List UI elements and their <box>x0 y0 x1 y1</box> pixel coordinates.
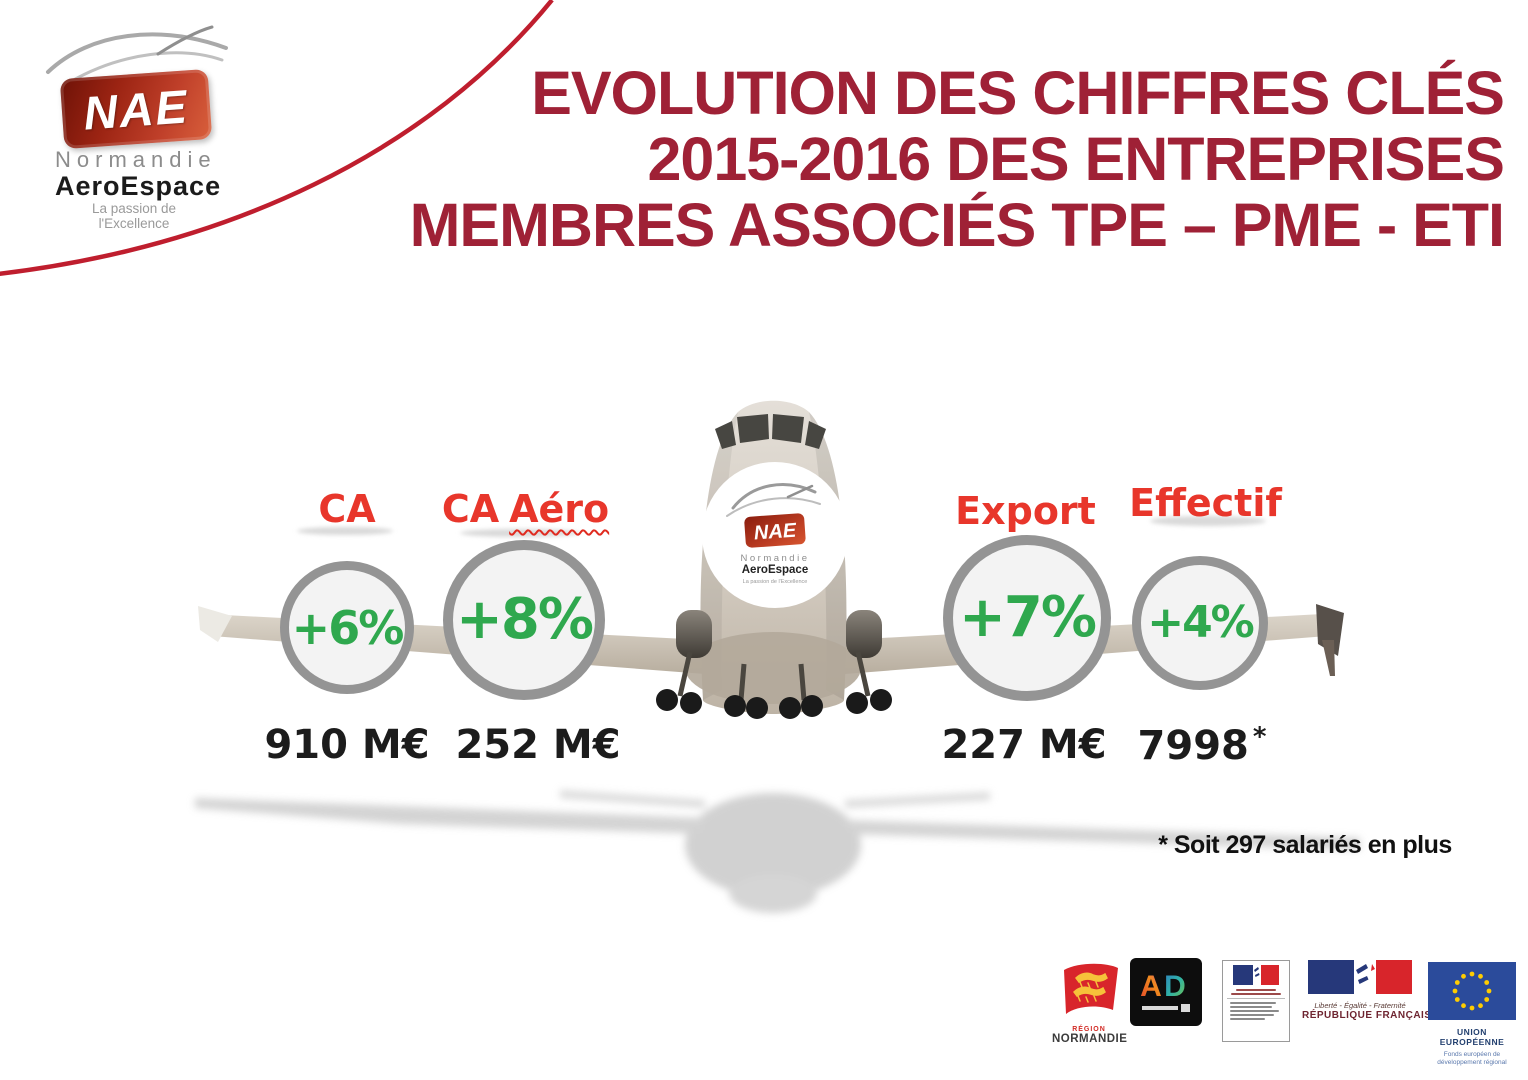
metric-growth-export: +7% <box>959 585 1097 650</box>
photo-edge-smudges <box>297 516 1266 537</box>
ue-name: UNION EUROPÉENNE <box>1439 1027 1505 1047</box>
glider-swoosh-icon <box>46 25 228 84</box>
union-europeenne-logo: UNION EUROPÉENNE Fonds européen de dével… <box>1428 962 1516 1066</box>
eu-flag-icon <box>1428 962 1516 1020</box>
region-normandie-line1: RÉGION <box>1072 1026 1106 1033</box>
metric-value-ca: 910 M€ <box>264 722 430 768</box>
airplane-nose-logo: NAE Normandie AeroEspace La passion de l… <box>702 462 848 608</box>
ad-letter-d: D <box>1164 970 1186 1003</box>
ministere-marianne-icon <box>1233 965 1279 985</box>
metric-value-ca-aero: 252 M€ <box>455 722 621 768</box>
ad-letter-a: A <box>1140 970 1162 1003</box>
mini-logo-line2: AeroEspace <box>742 564 808 576</box>
metric-circle-ca: +6% <box>280 561 414 694</box>
metric-value-export: 227 M€ <box>941 722 1107 768</box>
brand-region-text: Normandie <box>55 147 217 172</box>
rf-name: RÉPUBLIQUE FRANÇAISE <box>1302 1010 1439 1021</box>
landing-gear-struts <box>677 651 871 701</box>
mini-logo-acronym: NAE <box>753 520 797 545</box>
footnote: * Soit 297 salariés en plus <box>1158 831 1452 859</box>
brand-name-text: AeroEspace <box>55 171 222 201</box>
ue-caption-1: Fonds européen de <box>1443 1051 1501 1058</box>
red-curve <box>0 0 554 276</box>
ad-normandie-logo: A D <box>1130 958 1202 1026</box>
metric-label-ca: CA <box>318 487 376 531</box>
metric-value-effectif: 7998 * <box>1122 722 1282 769</box>
mini-swoosh-icon <box>726 483 821 517</box>
brand-tagline: La passion de l'Excellence <box>91 201 177 231</box>
normandie-flag-icon <box>1064 963 1118 1014</box>
metric-circle-effectif: +4% <box>1132 556 1268 690</box>
metric-label-ca-aero-prefix: CA <box>441 487 500 531</box>
title-line-1: EVOLUTION DES CHIFFRES CLÉS <box>531 59 1505 127</box>
republique-francaise-logo: Liberté - Égalité - Fraternité RÉPUBLIQU… <box>1302 960 1439 1021</box>
metric-circle-ca-aero: +8% <box>443 540 605 700</box>
metric-value-effectif-asterisk: * <box>1252 722 1267 752</box>
page-title: EVOLUTION DES CHIFFRES CLÉS 2015-2016 DE… <box>0 59 1505 259</box>
landing-gear-wheels <box>656 689 892 719</box>
metric-growth-ca: +6% <box>291 600 405 655</box>
metric-label-effectif: Effectif <box>1129 481 1282 525</box>
metric-circle-export: +7% <box>943 535 1111 701</box>
mini-logo-line1: Normandie <box>741 553 810 564</box>
marianne-flag-icon <box>1308 960 1412 994</box>
ue-caption-2: développement régional <box>1437 1059 1507 1066</box>
metric-value-effectif-number: 7998 <box>1137 723 1249 769</box>
cockpit-windows <box>715 414 826 449</box>
metric-label-export: Export <box>955 489 1096 533</box>
mini-logo-tagline: La passion de l'Excellence <box>743 579 808 585</box>
metric-label-ca-aero-wavy: Aéro <box>509 487 610 531</box>
region-normandie-logo: RÉGION NORMANDIE <box>1052 962 1128 1046</box>
airplane-shadow <box>195 790 1360 913</box>
metric-growth-effectif: +4% <box>1147 597 1255 648</box>
title-line-2: 2015-2016 DES ENTREPRISES <box>647 125 1505 193</box>
rf-motto: Liberté - Égalité - Fraternité <box>1314 1001 1406 1010</box>
ministere-logo <box>1222 960 1290 1042</box>
title-line-3: MEMBRES ASSOCIÉS TPE – PME - ETI <box>409 191 1505 259</box>
metric-growth-ca-aero: +8% <box>456 587 594 652</box>
metric-label-ca-aero: CA Aéro <box>428 487 623 531</box>
ad-normandie-icon: A D <box>1130 958 1202 1026</box>
region-normandie-line2: NORMANDIE <box>1052 1033 1128 1045</box>
